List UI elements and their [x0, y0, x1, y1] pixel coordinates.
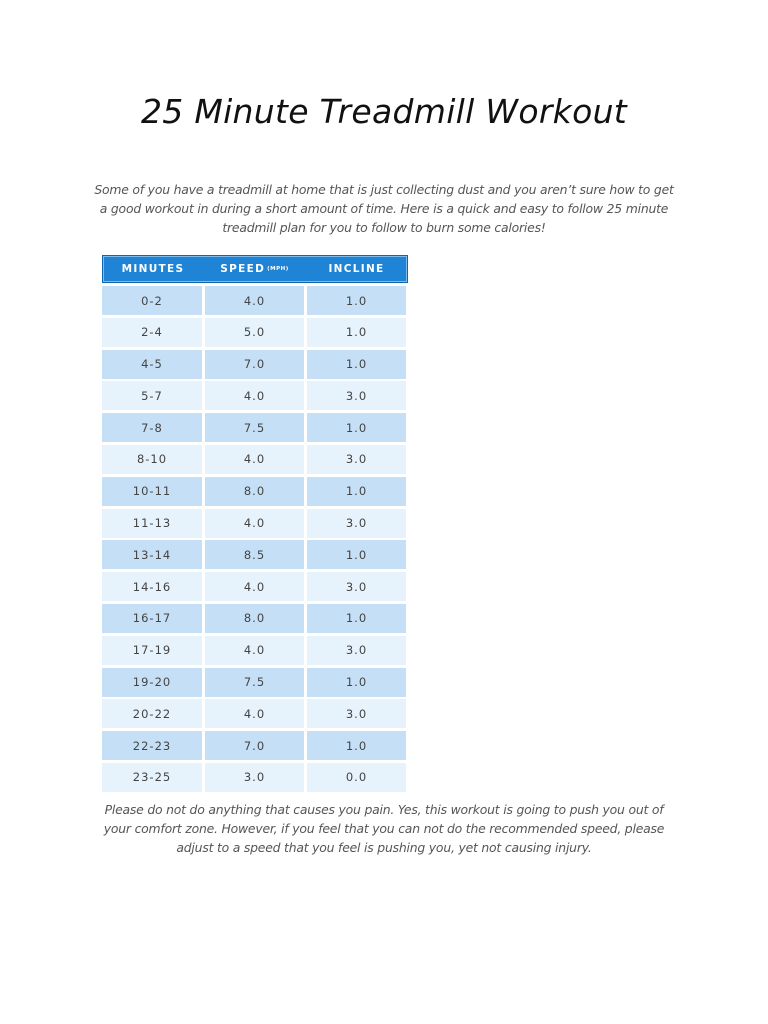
- cell-incline: 1.0: [307, 731, 406, 761]
- cell-speed: 7.0: [205, 349, 304, 379]
- header-incline: INCLINE: [328, 263, 385, 275]
- cell-incline: 3.0: [307, 444, 406, 474]
- cell-minutes: 23-25: [102, 762, 202, 792]
- table-row: 14-16 4.0 3.0: [102, 572, 408, 602]
- cell-speed: 5.0: [205, 317, 304, 347]
- cell-minutes: 13-14: [102, 540, 202, 570]
- table-body: 0-2 4.0 1.0 2-4 5.0 1.0 4-5 7.0 1.0 5-7 4.0 3.0 7-8 7…: [102, 286, 408, 792]
- table-row: 8-10 4.0 3.0: [102, 444, 408, 474]
- cell-speed: 8.0: [205, 476, 304, 506]
- cell-incline: 3.0: [307, 381, 406, 411]
- cell-speed: 7.0: [205, 731, 304, 761]
- cell-speed: 4.0: [205, 508, 304, 538]
- intro-paragraph: Some of you have a treadmill at home tha…: [94, 182, 674, 235]
- cell-incline: 3.0: [307, 699, 406, 729]
- table-row: 22-23 7.0 1.0: [102, 731, 408, 761]
- table-row: 4-5 7.0 1.0: [102, 349, 408, 379]
- header-speed-label: SPEED: [220, 263, 266, 275]
- page-title: 25 Minute Treadmill Workout: [140, 92, 628, 131]
- cell-speed: 4.0: [205, 572, 304, 602]
- cell-minutes: 7-8: [102, 413, 202, 443]
- cell-minutes: 10-11: [102, 476, 202, 506]
- cell-minutes: 22-23: [102, 731, 202, 761]
- cell-minutes: 17-19: [102, 635, 202, 665]
- table-row: 7-8 7.5 1.0: [102, 413, 408, 443]
- cell-minutes: 14-16: [102, 572, 202, 602]
- table-row: 11-13 4.0 3.0: [102, 508, 408, 538]
- table-row: 5-7 4.0 3.0: [102, 381, 408, 411]
- cell-speed: 4.0: [205, 381, 304, 411]
- cell-speed: 8.5: [205, 540, 304, 570]
- table-header: MINUTES SPEED (MPH) INCLINE: [102, 255, 408, 283]
- cell-minutes: 11-13: [102, 508, 202, 538]
- cell-incline: 1.0: [307, 349, 406, 379]
- cell-speed: 4.0: [205, 699, 304, 729]
- header-speed-unit: (MPH): [267, 266, 289, 272]
- cell-incline: 1.0: [307, 603, 406, 633]
- cell-speed: 4.0: [205, 635, 304, 665]
- cell-minutes: 20-22: [102, 699, 202, 729]
- header-speed: SPEED (MPH): [203, 263, 306, 275]
- cell-incline: 1.0: [307, 413, 406, 443]
- table-row: 2-4 5.0 1.0: [102, 317, 408, 347]
- cell-minutes: 2-4: [102, 317, 202, 347]
- workout-table: MINUTES SPEED (MPH) INCLINE 0-2 4.0 1.0 2-4 5…: [102, 255, 408, 795]
- cell-minutes: 0-2: [102, 286, 202, 315]
- table-row: 23-25 3.0 0.0: [102, 762, 408, 792]
- cell-minutes: 19-20: [102, 667, 202, 697]
- table-row: 13-14 8.5 1.0: [102, 540, 408, 570]
- cell-incline: 1.0: [307, 286, 406, 315]
- cell-speed: 7.5: [205, 413, 304, 443]
- table-row: 20-22 4.0 3.0: [102, 699, 408, 729]
- cell-incline: 1.0: [307, 476, 406, 506]
- header-minutes: MINUTES: [121, 263, 185, 275]
- cell-incline: 3.0: [307, 508, 406, 538]
- cell-minutes: 8-10: [102, 444, 202, 474]
- cell-speed: 3.0: [205, 762, 304, 792]
- cell-speed: 4.0: [205, 444, 304, 474]
- cell-minutes: 4-5: [102, 349, 202, 379]
- outro-paragraph: Please do not do anything that causes yo…: [103, 802, 665, 855]
- cell-incline: 1.0: [307, 540, 406, 570]
- cell-minutes: 16-17: [102, 603, 202, 633]
- table-row: 16-17 8.0 1.0: [102, 603, 408, 633]
- cell-speed: 7.5: [205, 667, 304, 697]
- cell-incline: 3.0: [307, 572, 406, 602]
- table-row: 19-20 7.5 1.0: [102, 667, 408, 697]
- table-row: 0-2 4.0 1.0: [102, 286, 408, 315]
- cell-incline: 1.0: [307, 667, 406, 697]
- cell-incline: 0.0: [307, 762, 406, 792]
- cell-incline: 1.0: [307, 317, 406, 347]
- cell-speed: 8.0: [205, 603, 304, 633]
- table-row: 10-11 8.0 1.0: [102, 476, 408, 506]
- cell-minutes: 5-7: [102, 381, 202, 411]
- cell-incline: 3.0: [307, 635, 406, 665]
- table-row: 17-19 4.0 3.0: [102, 635, 408, 665]
- cell-speed: 4.0: [205, 286, 304, 315]
